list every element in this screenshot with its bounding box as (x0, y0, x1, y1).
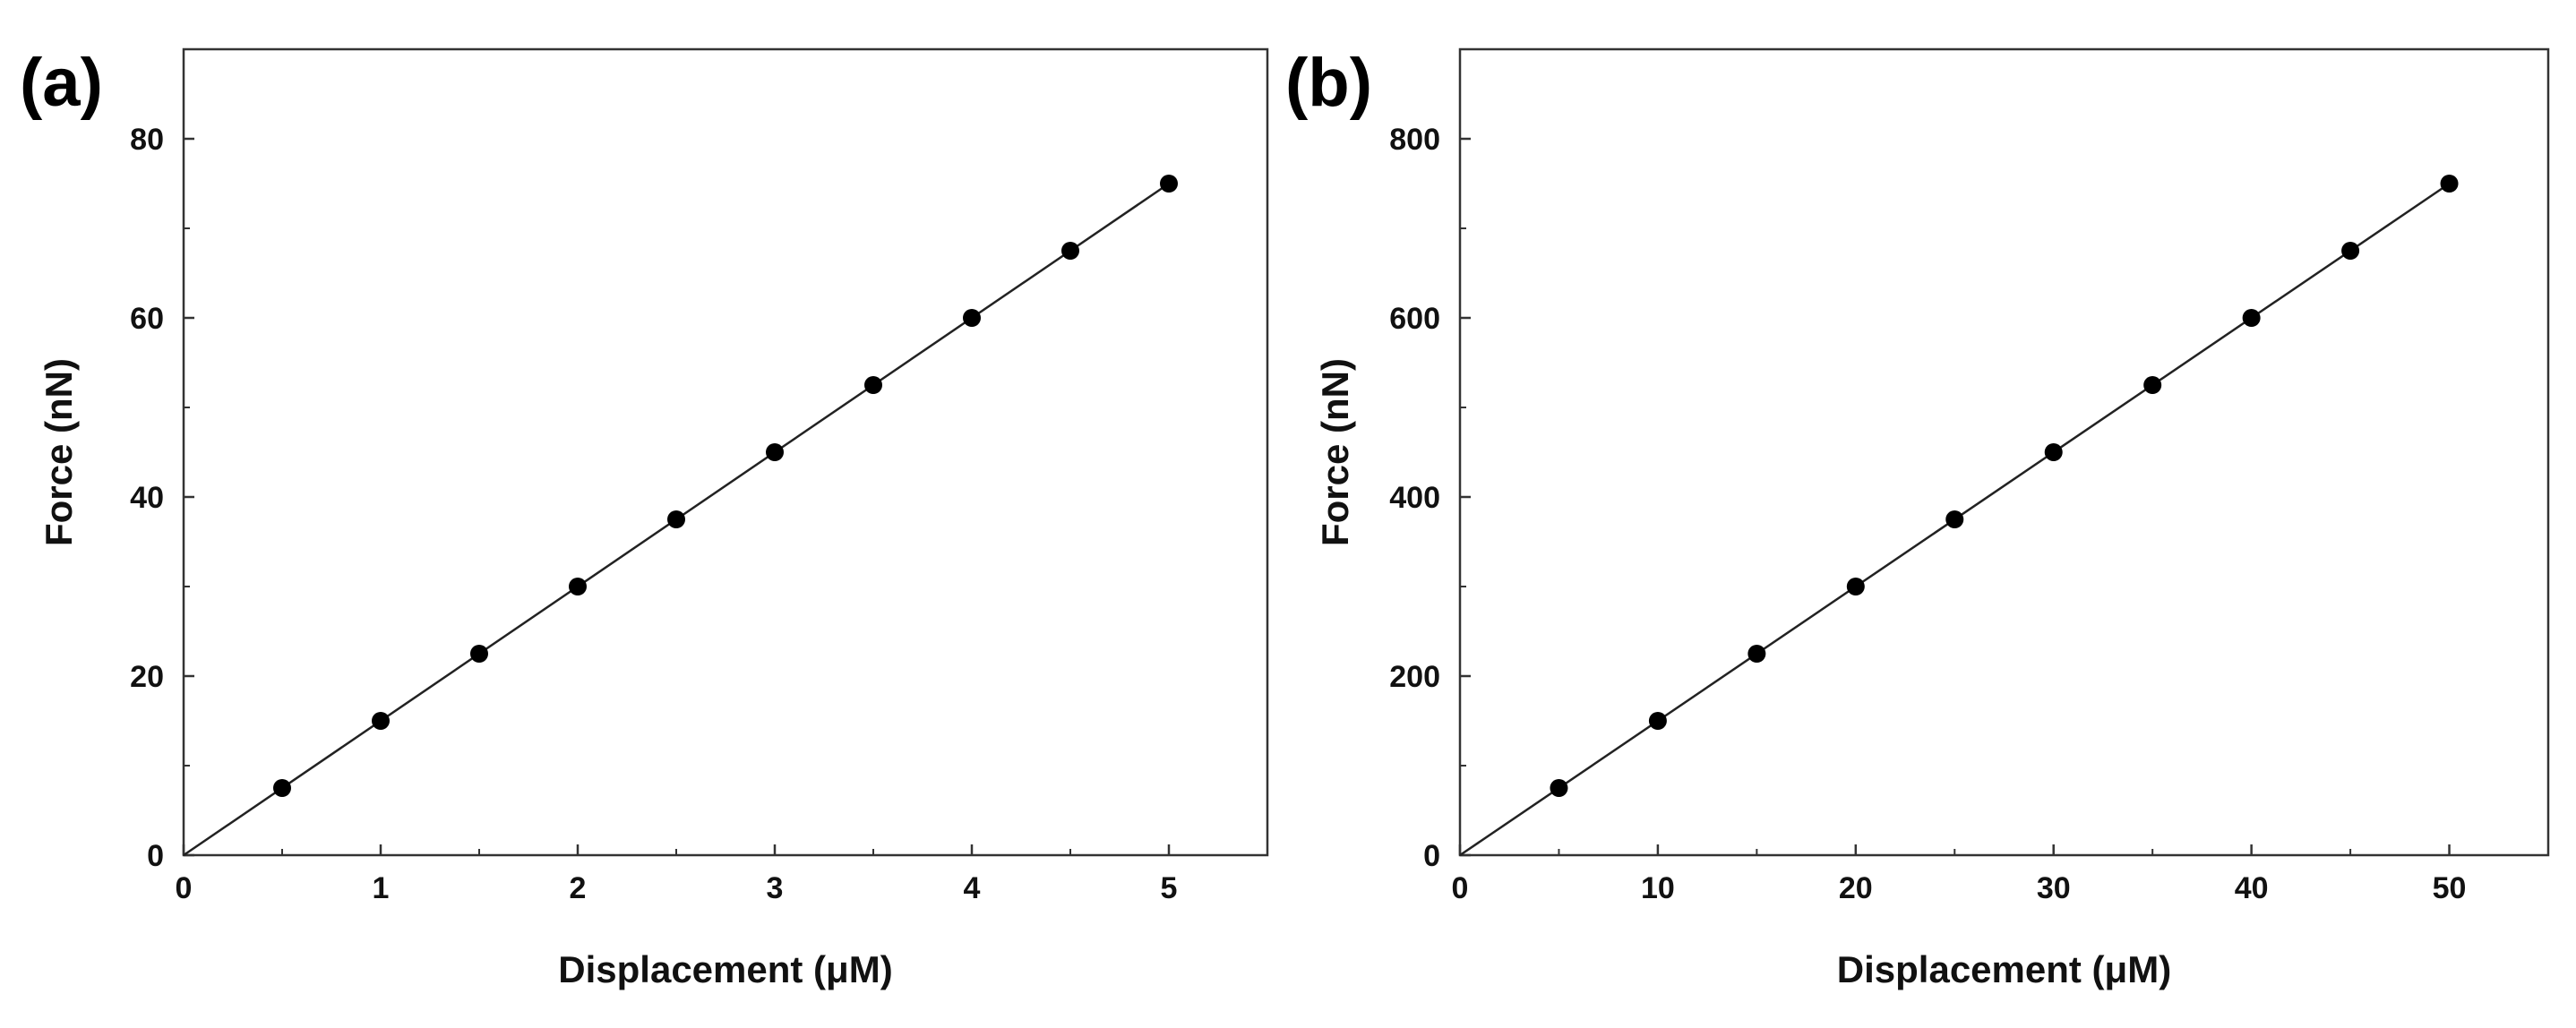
y-tick-label: 600 (1389, 302, 1440, 336)
data-point (864, 376, 882, 394)
data-point (1648, 712, 1667, 730)
y-tick-label: 200 (1389, 660, 1440, 694)
chart-panel-a: 0 1 2 3 4 5 0 20 40 60 80 Displacement (μM) Force (n… (20, 45, 1269, 990)
y-tick-label: 800 (1389, 123, 1440, 157)
x-tick-label: 4 (964, 871, 981, 905)
y-tick-label: 60 (130, 302, 164, 336)
y-axis-title: Force (nN) (38, 358, 80, 546)
plot-frame (1458, 47, 2550, 857)
y-tick-label: 80 (130, 123, 164, 157)
data-point (766, 443, 784, 461)
x-tick-label: 0 (176, 871, 193, 905)
data-point (1550, 779, 1568, 797)
x-tick-label: 50 (2433, 871, 2467, 905)
data-point (1160, 175, 1178, 193)
x-tick-label: 20 (1839, 871, 1873, 905)
x-tick-label: 3 (767, 871, 784, 905)
plot-frame (182, 47, 1269, 857)
x-tick-label: 40 (2235, 871, 2269, 905)
data-point (1846, 578, 1865, 595)
panel-label: (b) (1285, 45, 1372, 121)
data-point (1061, 242, 1079, 260)
x-tick-label: 2 (570, 871, 587, 905)
data-point (569, 578, 587, 595)
y-tick-label: 0 (1423, 839, 1440, 873)
y-axis-title: Force (nN) (1314, 358, 1356, 546)
data-point (372, 712, 390, 730)
y-tick-label: 0 (147, 839, 164, 873)
data-point (1945, 510, 1964, 528)
y-tick-label: 40 (130, 481, 164, 515)
data-point (470, 645, 488, 663)
data-point (2242, 309, 2261, 327)
data-point (273, 779, 291, 797)
data-point (1747, 645, 1766, 663)
x-tick-label: 30 (2037, 871, 2071, 905)
x-tick-label: 1 (373, 871, 390, 905)
data-point (2341, 242, 2360, 260)
y-tick-label: 400 (1389, 481, 1440, 515)
data-point (2440, 175, 2459, 193)
x-tick-label: 5 (1161, 871, 1178, 905)
x-tick-label: 10 (1641, 871, 1675, 905)
chart-panel-b: 0 10 20 30 40 50 0 200 400 600 800 Displacement (μM… (1285, 45, 2550, 990)
y-tick-label: 20 (130, 660, 164, 694)
x-tick-label: 0 (1452, 871, 1469, 905)
data-point (667, 510, 685, 528)
x-axis-title: Displacement (μM) (558, 948, 892, 990)
data-point (2143, 376, 2162, 394)
x-axis-title: Displacement (μM) (1837, 948, 2171, 990)
data-point (2044, 443, 2063, 461)
data-point (963, 309, 981, 327)
panel-label: (a) (20, 45, 103, 121)
